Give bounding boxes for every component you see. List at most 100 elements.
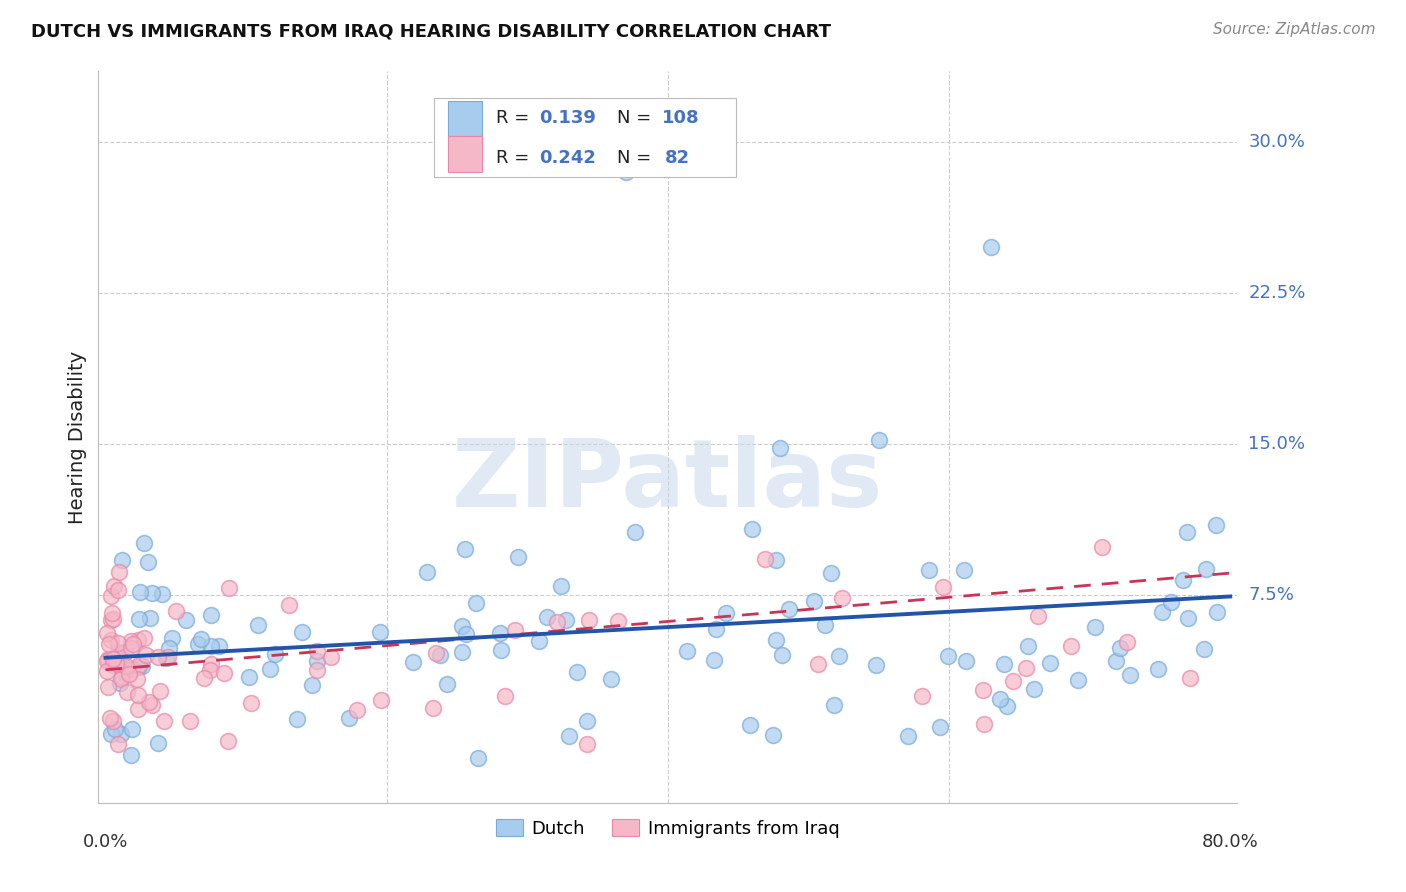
Point: [200, 639, 222, 653]
Point: [952, 563, 974, 577]
Text: 108: 108: [662, 109, 700, 128]
Point: [152, 714, 174, 728]
Point: [120, 747, 142, 762]
Point: [1206, 605, 1229, 619]
Point: [319, 650, 342, 665]
Point: [415, 565, 437, 579]
Point: [803, 593, 825, 607]
Point: [599, 672, 621, 686]
Point: [264, 647, 287, 661]
Point: [1118, 668, 1140, 682]
Point: [972, 683, 994, 698]
Point: [1066, 673, 1088, 687]
Point: [740, 718, 762, 732]
Point: [911, 690, 934, 704]
Legend: Dutch, Immigrants from Iraq: Dutch, Immigrants from Iraq: [488, 813, 848, 845]
Text: N =: N =: [617, 149, 657, 167]
Point: [157, 650, 180, 665]
Point: [107, 645, 129, 659]
Point: [190, 632, 212, 647]
Point: [456, 626, 478, 640]
Point: [529, 633, 551, 648]
Point: [917, 563, 939, 577]
Point: [101, 652, 124, 666]
Point: [212, 666, 235, 681]
Point: [1195, 561, 1218, 575]
Point: [98, 637, 121, 651]
Point: [103, 579, 125, 593]
Point: [127, 632, 149, 647]
Point: [139, 610, 162, 624]
Point: [823, 698, 845, 712]
Point: [897, 729, 920, 743]
Point: [495, 689, 517, 703]
Point: [624, 525, 647, 540]
Point: [762, 728, 785, 742]
Point: [1160, 595, 1182, 609]
Point: [155, 651, 177, 665]
Point: [575, 714, 598, 729]
Point: [115, 684, 138, 698]
Point: [162, 631, 184, 645]
Point: [993, 657, 1015, 672]
Point: [104, 722, 127, 736]
Point: [285, 712, 308, 726]
Point: [714, 606, 737, 620]
Point: [128, 612, 150, 626]
Point: [187, 637, 209, 651]
Point: [208, 639, 231, 653]
Text: 15.0%: 15.0%: [1249, 435, 1305, 453]
Text: 82: 82: [665, 149, 689, 167]
Bar: [449, 136, 482, 171]
Point: [100, 613, 122, 627]
Point: [550, 578, 572, 592]
Point: [111, 658, 134, 673]
Point: [1173, 574, 1195, 588]
Point: [100, 632, 122, 647]
Point: [200, 657, 222, 671]
Point: [198, 663, 221, 677]
Point: [1116, 635, 1139, 649]
Point: [1060, 639, 1083, 653]
Text: R =: R =: [496, 109, 534, 128]
Point: [128, 658, 150, 673]
Point: [1001, 673, 1024, 688]
Point: [96, 626, 118, 640]
Point: [450, 619, 472, 633]
Point: [558, 729, 581, 743]
Point: [127, 702, 149, 716]
Text: 22.5%: 22.5%: [1249, 284, 1306, 302]
Text: 80.0%: 80.0%: [1202, 833, 1258, 851]
Point: [995, 698, 1018, 713]
Point: [107, 737, 129, 751]
Point: [127, 689, 149, 703]
Point: [454, 542, 477, 557]
Point: [429, 648, 451, 662]
Point: [291, 624, 314, 639]
Point: [259, 662, 281, 676]
Point: [96, 652, 118, 666]
Point: [101, 612, 124, 626]
Point: [238, 670, 260, 684]
Text: DUTCH VS IMMIGRANTS FROM IRAQ HEARING DISABILITY CORRELATION CHART: DUTCH VS IMMIGRANTS FROM IRAQ HEARING DI…: [31, 22, 831, 40]
Point: [337, 711, 360, 725]
Point: [141, 586, 163, 600]
Point: [675, 643, 697, 657]
Point: [1177, 611, 1199, 625]
Point: [606, 614, 628, 628]
Point: [97, 680, 120, 694]
Point: [305, 654, 328, 668]
Point: [932, 580, 955, 594]
Point: [157, 640, 180, 655]
Point: [820, 566, 842, 581]
Point: [146, 649, 169, 664]
Point: [831, 591, 853, 605]
Point: [704, 622, 727, 636]
Point: [868, 433, 890, 447]
Point: [770, 648, 793, 663]
Point: [104, 656, 127, 670]
Point: [127, 659, 149, 673]
Point: [98, 711, 121, 725]
Point: [100, 727, 122, 741]
Point: [1178, 671, 1201, 685]
